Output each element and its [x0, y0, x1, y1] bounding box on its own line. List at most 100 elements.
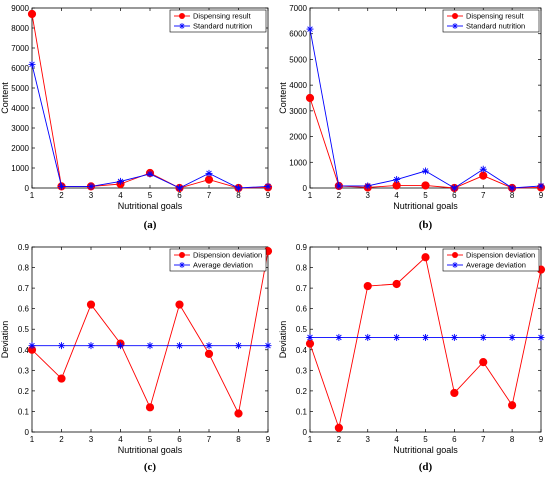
- legend-entry: Dispension deviation: [193, 251, 262, 260]
- y-tick-label: 0.1: [18, 407, 30, 416]
- y-tick-label: 0: [303, 428, 308, 437]
- x-tick-label: 4: [394, 191, 399, 200]
- y-tick-label: 0: [25, 184, 30, 193]
- data-point: [479, 333, 487, 341]
- x-tick-label: 1: [308, 191, 313, 200]
- x-tick-label: 3: [89, 191, 94, 200]
- data-point: [450, 388, 459, 398]
- x-tick-label: 6: [452, 435, 457, 444]
- data-point: [392, 279, 401, 289]
- y-tick-label: 5000: [11, 84, 29, 93]
- y-tick-label: 7000: [11, 44, 29, 53]
- y-tick-label: 0.8: [18, 264, 30, 273]
- legend-entry: Dispension deviation: [466, 251, 535, 260]
- data-point: [235, 342, 242, 350]
- x-tick-label: 5: [423, 191, 428, 200]
- data-point: [450, 333, 458, 341]
- y-tick-label: 1000: [11, 164, 29, 173]
- x-tick-label: 1: [308, 435, 313, 444]
- data-point: [335, 182, 343, 190]
- y-tick-label: 0.4: [18, 346, 30, 355]
- data-point: [234, 409, 243, 418]
- y-tick-label: 3000: [11, 124, 29, 133]
- y-tick-label: 0.1: [296, 407, 308, 416]
- y-tick-label: 0.9: [18, 243, 30, 252]
- data-point: [58, 342, 65, 350]
- x-tick-label: 1: [30, 191, 35, 200]
- data-point: [205, 342, 213, 350]
- legend-marker: [452, 252, 458, 258]
- legend-entry: Standard nutrition: [193, 22, 252, 31]
- x-axis-label: Nutritional goals: [118, 201, 183, 211]
- y-tick-label: 0: [25, 428, 30, 437]
- legend-entry: Dispensing result: [466, 12, 524, 21]
- x-tick-label: 8: [236, 191, 241, 200]
- y-tick-label: 0.7: [296, 284, 308, 293]
- legend-entry: Standard nutrition: [466, 22, 525, 31]
- chart-panel-1: 0 1000 2000 3000 4000 5000 6000 7000 8000 9000 1 2 3…: [0, 4, 273, 231]
- x-tick-label: 9: [539, 435, 544, 444]
- y-tick-label: 6000: [11, 64, 29, 73]
- data-point: [204, 175, 214, 184]
- data-point: [305, 339, 315, 348]
- x-tick-label: 3: [366, 435, 371, 444]
- plot-area: [31, 246, 269, 433]
- data-point: [364, 182, 372, 190]
- y-tick-label: 0.7: [18, 284, 30, 293]
- y-tick-label: 0.9: [296, 243, 308, 252]
- y-tick-label: 0.4: [296, 346, 308, 355]
- x-tick-label: 4: [118, 191, 123, 200]
- y-tick-label: 0.8: [296, 264, 308, 273]
- x-tick-label: 2: [59, 435, 64, 444]
- y-axis-label: Content: [278, 82, 288, 114]
- data-point: [145, 403, 155, 412]
- data-point: [146, 170, 154, 178]
- x-tick-label: 5: [423, 435, 428, 444]
- panel-caption: (b): [419, 219, 433, 231]
- y-tick-label: 6000: [289, 30, 307, 39]
- data-point: [364, 333, 372, 341]
- y-tick-label: 7000: [289, 4, 307, 13]
- x-axis-label: Nutritional goals: [393, 445, 458, 455]
- x-tick-label: 6: [177, 435, 182, 444]
- data-point: [28, 60, 36, 68]
- legend-marker: [179, 23, 185, 29]
- legend-entry: Dispensing result: [193, 12, 251, 21]
- x-axis-label: Nutritional goals: [118, 445, 183, 455]
- y-tick-label: 1000: [289, 158, 307, 167]
- data-point: [421, 181, 430, 190]
- y-tick-label: 2000: [289, 133, 307, 142]
- chart-panel-3: 0 0.1 0.2 0.3 0.4 0.5 0.6 0.7 0.8 0.9 1 2 3 4 5 6 7 8 9 Nut…: [0, 243, 273, 473]
- legend-marker: [179, 262, 185, 268]
- x-tick-label: 7: [481, 435, 486, 444]
- data-point: [176, 342, 183, 350]
- data-point: [306, 333, 314, 341]
- data-point: [205, 169, 213, 177]
- data-point: [57, 374, 66, 383]
- chart-panel-4: 0 0.1 0.2 0.3 0.4 0.5 0.6 0.7 0.8 0.9 1 2 3 4 5 6 7 8 9 Nut…: [278, 243, 546, 473]
- x-tick-label: 9: [266, 435, 271, 444]
- data-point: [421, 253, 430, 262]
- x-tick-label: 7: [207, 435, 212, 444]
- data-point: [146, 342, 154, 350]
- x-tick-label: 5: [148, 191, 153, 200]
- data-point: [508, 184, 516, 192]
- y-tick-label: 9000: [11, 4, 29, 13]
- legend-marker: [179, 252, 185, 258]
- y-tick-label: 8000: [11, 24, 29, 33]
- x-tick-label: 8: [510, 435, 515, 444]
- data-point: [422, 167, 429, 175]
- y-tick-label: 0.2: [296, 387, 308, 396]
- y-tick-label: 0.5: [296, 325, 308, 334]
- x-tick-label: 1: [30, 435, 35, 444]
- data-point: [28, 342, 36, 350]
- y-tick-label: 2000: [11, 144, 29, 153]
- data-point: [479, 358, 488, 367]
- y-tick-label: 0.3: [18, 366, 30, 375]
- panel-caption: (c): [144, 461, 157, 473]
- y-tick-label: 4000: [11, 104, 29, 113]
